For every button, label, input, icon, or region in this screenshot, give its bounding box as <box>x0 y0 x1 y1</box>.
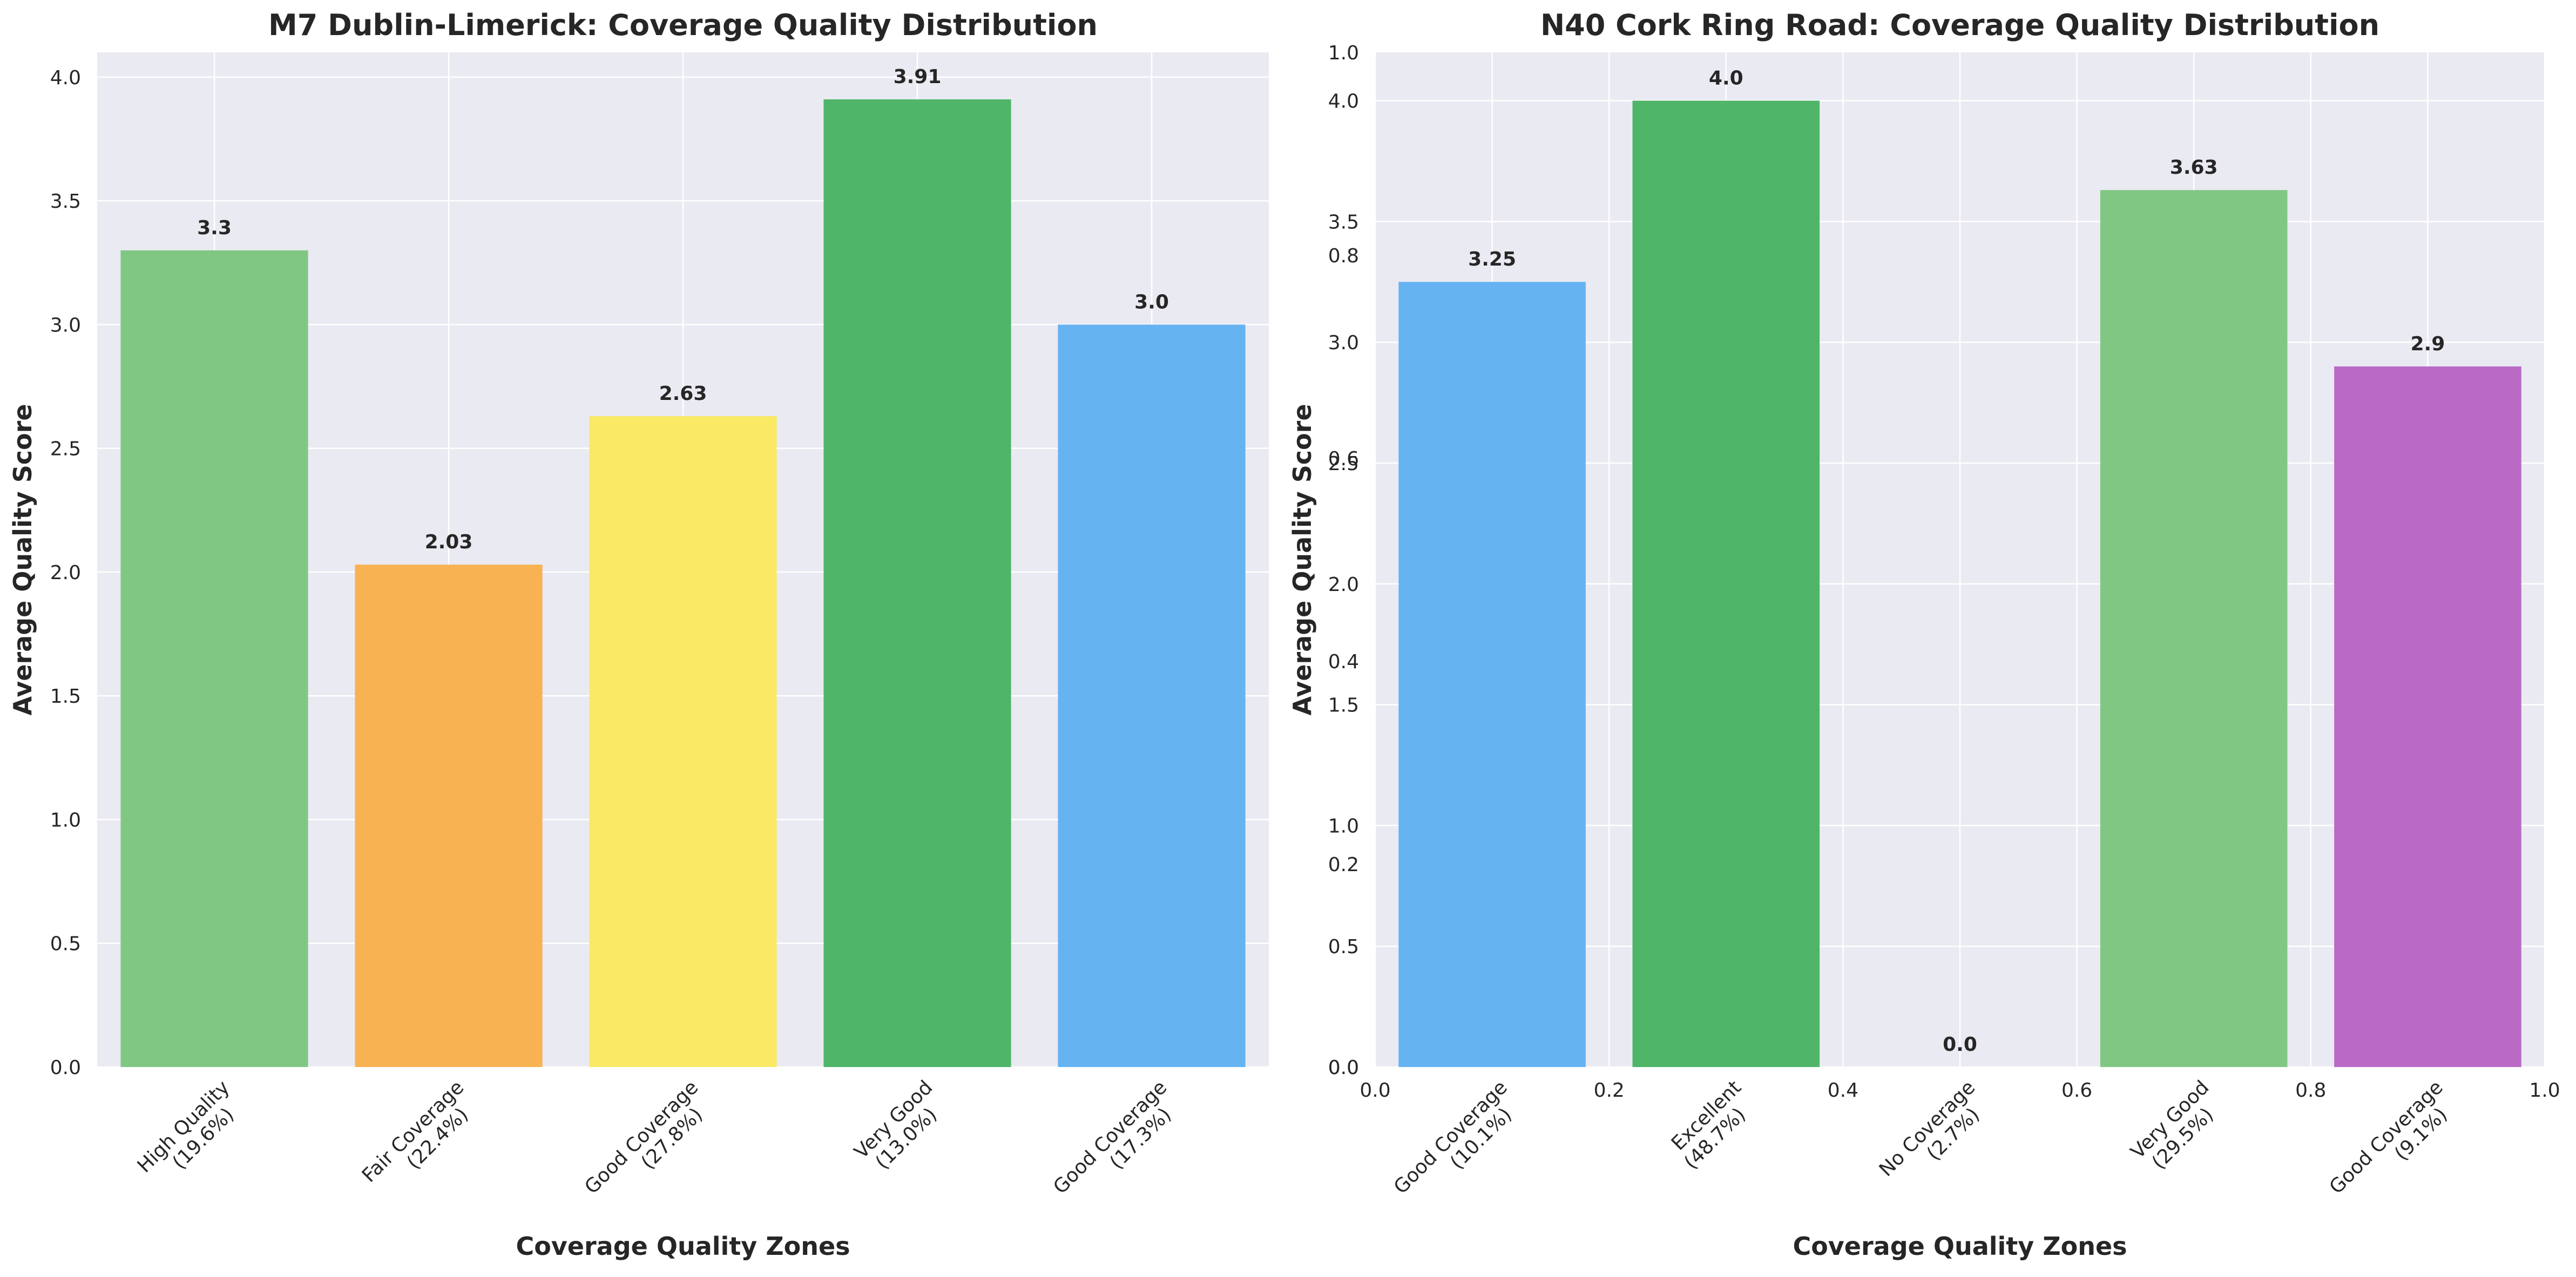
y-axis-label: Average Quality Score <box>1288 404 1317 715</box>
x-tick-label: Good Coverage(27.8%) <box>580 1076 718 1214</box>
bar-value-label: 3.25 <box>1468 248 1516 270</box>
x-tick-label: Excellent(48.7%) <box>1664 1076 1761 1173</box>
overlay-x-tick-label: 1.0 <box>2529 1079 2560 1102</box>
overlay-x-tick-label: 0.8 <box>2295 1079 2326 1102</box>
bar-value-label: 3.3 <box>197 217 232 239</box>
chart-n40-cork-ring-road: 0.0 0.2 0.4 0.6 0.8 1.0 0.0 0.2 0.4 0.6 0.8 1.0 0.0 0… <box>1288 8 2560 1261</box>
overlay-y-tick-label: 1.0 <box>1328 42 1359 64</box>
y-tick-label: 4.0 <box>50 67 81 89</box>
y-tick-label: 2.5 <box>50 438 81 460</box>
overlay-y-tick-label: 0.0 <box>1328 1057 1359 1079</box>
bar <box>355 565 543 1067</box>
y-tick-label: 3.5 <box>1328 211 1359 233</box>
bar <box>589 416 777 1067</box>
bar-value-label: 4.0 <box>1709 67 1743 90</box>
y-tick-label: 1.5 <box>50 685 81 708</box>
x-tick-label: Good Coverage(10.1%) <box>1390 1076 1527 1214</box>
overlay-y-tick-label: 0.2 <box>1328 854 1359 876</box>
overlay-y-tick-label: 0.6 <box>1328 448 1359 470</box>
y-tick-label: 1.0 <box>50 809 81 831</box>
overlay-y-tick-label: 0.8 <box>1328 245 1359 267</box>
x-axis-label: Coverage Quality Zones <box>516 1232 850 1261</box>
x-tick-label: High Quality(19.6%) <box>133 1076 250 1193</box>
overlay-x-tick-label: 0.6 <box>2061 1079 2092 1102</box>
y-tick-label: 2.0 <box>50 562 81 584</box>
bar <box>1058 324 1246 1067</box>
x-tick-label: Very Good(13.0%) <box>850 1076 953 1179</box>
y-tick-label: 0.5 <box>50 933 81 955</box>
bar-value-label: 2.03 <box>425 531 473 553</box>
bar <box>1398 282 1586 1068</box>
y-tick-label: 2.5 <box>1328 453 1359 475</box>
y-axis-label: Average Quality Score <box>8 404 37 715</box>
x-tick-label: Fair Coverage(22.4%) <box>358 1076 484 1203</box>
bar <box>823 99 1011 1067</box>
bar-value-label: 3.91 <box>894 66 942 88</box>
bar-value-label: 3.63 <box>2170 157 2218 179</box>
overlay-y-tick-label: 0.4 <box>1328 651 1359 673</box>
bar <box>2100 190 2288 1068</box>
overlay-x-tick-label: 0.0 <box>1360 1079 1390 1102</box>
bar <box>120 250 308 1068</box>
chart-m7-dublin-limerick: 0.0 0.5 1.0 1.5 2.0 2.5 3.0 3.5 4.0 3.3 2.03 2.63 3.… <box>8 8 1269 1261</box>
bar-value-label: 2.9 <box>2411 333 2445 355</box>
bar-value-label: 0.0 <box>1943 1034 1977 1056</box>
overlay-x-tick-label: 0.2 <box>1594 1079 1625 1102</box>
y-tick-label: 1.0 <box>1328 815 1359 837</box>
bar-value-label: 2.63 <box>659 383 707 405</box>
y-tick-label: 3.0 <box>1328 332 1359 354</box>
y-tick-label: 0.0 <box>50 1057 81 1079</box>
y-tick-label: 2.0 <box>1328 574 1359 596</box>
x-axis-label: Coverage Quality Zones <box>1793 1232 2127 1261</box>
y-tick-label: 3.0 <box>50 314 81 336</box>
bar <box>1632 100 1820 1067</box>
y-tick-label: 3.5 <box>50 191 81 213</box>
chart-title: M7 Dublin-Limerick: Coverage Quality Dis… <box>268 8 1098 42</box>
y-tick-label: 1.5 <box>1328 695 1359 717</box>
x-tick-label: No Coverage(2.7%) <box>1875 1076 1996 1197</box>
x-tick-label: Good Coverage(9.1%) <box>2325 1076 2463 1214</box>
y-tick-label: 4.0 <box>1328 91 1359 113</box>
x-tick-label: Good Coverage(17.3%) <box>1049 1076 1187 1214</box>
bar-value-label: 3.0 <box>1134 291 1169 313</box>
y-tick-label: 0.0 <box>1328 1057 1359 1079</box>
bar <box>2334 366 2521 1067</box>
x-tick-label: Very Good(29.5%) <box>2127 1076 2229 1179</box>
overlay-x-tick-label: 0.4 <box>1828 1079 1858 1102</box>
y-tick-label: 0.5 <box>1328 936 1359 958</box>
chart-title: N40 Cork Ring Road: Coverage Quality Dis… <box>1540 8 2379 42</box>
